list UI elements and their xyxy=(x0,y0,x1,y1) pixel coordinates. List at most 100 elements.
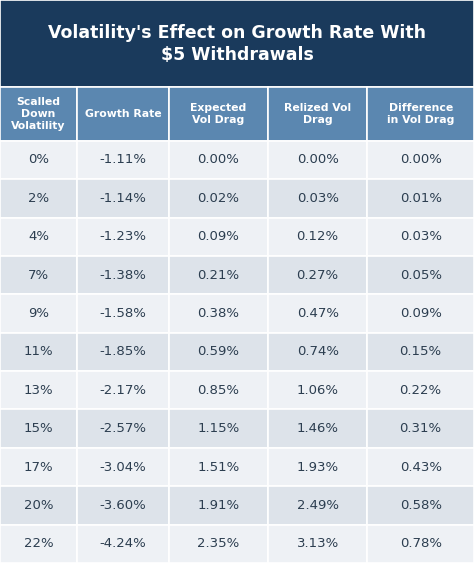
FancyBboxPatch shape xyxy=(169,448,268,486)
FancyBboxPatch shape xyxy=(0,256,77,294)
Text: 0.59%: 0.59% xyxy=(197,345,239,359)
FancyBboxPatch shape xyxy=(268,525,367,563)
FancyBboxPatch shape xyxy=(268,179,367,217)
Text: 3.13%: 3.13% xyxy=(297,537,339,550)
Text: 11%: 11% xyxy=(24,345,53,359)
FancyBboxPatch shape xyxy=(77,217,169,256)
Text: -1.23%: -1.23% xyxy=(100,230,146,243)
FancyBboxPatch shape xyxy=(0,409,77,448)
Text: -1.85%: -1.85% xyxy=(100,345,146,359)
Text: 0.31%: 0.31% xyxy=(400,422,442,435)
FancyBboxPatch shape xyxy=(169,525,268,563)
FancyBboxPatch shape xyxy=(268,486,367,525)
Text: 0.74%: 0.74% xyxy=(297,345,338,359)
FancyBboxPatch shape xyxy=(77,256,169,294)
Text: 1.51%: 1.51% xyxy=(197,461,239,473)
FancyBboxPatch shape xyxy=(367,141,474,179)
Text: 2.49%: 2.49% xyxy=(297,499,338,512)
FancyBboxPatch shape xyxy=(367,448,474,486)
Text: -1.14%: -1.14% xyxy=(100,192,146,205)
Text: 0.02%: 0.02% xyxy=(197,192,239,205)
Text: -2.17%: -2.17% xyxy=(100,384,146,397)
Text: 0.38%: 0.38% xyxy=(197,307,239,320)
FancyBboxPatch shape xyxy=(77,525,169,563)
Text: 0.78%: 0.78% xyxy=(400,537,442,550)
Text: 0.15%: 0.15% xyxy=(400,345,442,359)
FancyBboxPatch shape xyxy=(367,525,474,563)
FancyBboxPatch shape xyxy=(0,333,77,371)
FancyBboxPatch shape xyxy=(0,294,77,333)
FancyBboxPatch shape xyxy=(169,371,268,409)
Text: 2.35%: 2.35% xyxy=(197,537,239,550)
Text: 0.43%: 0.43% xyxy=(400,461,442,473)
FancyBboxPatch shape xyxy=(268,371,367,409)
FancyBboxPatch shape xyxy=(77,333,169,371)
FancyBboxPatch shape xyxy=(268,448,367,486)
FancyBboxPatch shape xyxy=(77,448,169,486)
FancyBboxPatch shape xyxy=(367,371,474,409)
FancyBboxPatch shape xyxy=(367,179,474,217)
FancyBboxPatch shape xyxy=(367,217,474,256)
FancyBboxPatch shape xyxy=(0,448,77,486)
Text: Volatility's Effect on Growth Rate With
$5 Withdrawals: Volatility's Effect on Growth Rate With … xyxy=(48,24,426,64)
Text: 0.00%: 0.00% xyxy=(198,154,239,167)
FancyBboxPatch shape xyxy=(77,409,169,448)
FancyBboxPatch shape xyxy=(268,333,367,371)
Text: 0.85%: 0.85% xyxy=(197,384,239,397)
FancyBboxPatch shape xyxy=(169,333,268,371)
Text: 0%: 0% xyxy=(28,154,49,167)
Text: 0.47%: 0.47% xyxy=(297,307,338,320)
Text: -1.11%: -1.11% xyxy=(100,154,146,167)
Text: 1.93%: 1.93% xyxy=(297,461,339,473)
Text: 17%: 17% xyxy=(24,461,53,473)
FancyBboxPatch shape xyxy=(169,486,268,525)
Text: 0.09%: 0.09% xyxy=(400,307,442,320)
FancyBboxPatch shape xyxy=(77,141,169,179)
Text: 0.58%: 0.58% xyxy=(400,499,442,512)
FancyBboxPatch shape xyxy=(367,486,474,525)
FancyBboxPatch shape xyxy=(268,217,367,256)
FancyBboxPatch shape xyxy=(367,256,474,294)
Text: 0.03%: 0.03% xyxy=(400,230,442,243)
FancyBboxPatch shape xyxy=(169,409,268,448)
Text: 0.03%: 0.03% xyxy=(297,192,338,205)
Text: 0.21%: 0.21% xyxy=(197,269,239,282)
FancyBboxPatch shape xyxy=(0,217,77,256)
Text: 0.09%: 0.09% xyxy=(198,230,239,243)
Text: 0.22%: 0.22% xyxy=(400,384,442,397)
Text: 1.15%: 1.15% xyxy=(197,422,239,435)
Text: 2%: 2% xyxy=(28,192,49,205)
FancyBboxPatch shape xyxy=(77,294,169,333)
FancyBboxPatch shape xyxy=(0,525,77,563)
Text: 20%: 20% xyxy=(24,499,53,512)
Text: -1.58%: -1.58% xyxy=(100,307,146,320)
Text: -1.38%: -1.38% xyxy=(100,269,146,282)
Text: 9%: 9% xyxy=(28,307,49,320)
Text: Difference
in Vol Drag: Difference in Vol Drag xyxy=(387,103,455,125)
Text: -4.24%: -4.24% xyxy=(100,537,146,550)
Text: 0.00%: 0.00% xyxy=(297,154,338,167)
FancyBboxPatch shape xyxy=(0,87,77,141)
FancyBboxPatch shape xyxy=(268,141,367,179)
FancyBboxPatch shape xyxy=(77,371,169,409)
FancyBboxPatch shape xyxy=(169,294,268,333)
FancyBboxPatch shape xyxy=(169,256,268,294)
Text: Relized Vol
Drag: Relized Vol Drag xyxy=(284,103,351,125)
FancyBboxPatch shape xyxy=(77,87,169,141)
Text: 0.05%: 0.05% xyxy=(400,269,442,282)
FancyBboxPatch shape xyxy=(367,333,474,371)
FancyBboxPatch shape xyxy=(169,141,268,179)
Text: -3.60%: -3.60% xyxy=(100,499,146,512)
FancyBboxPatch shape xyxy=(169,87,268,141)
FancyBboxPatch shape xyxy=(0,371,77,409)
FancyBboxPatch shape xyxy=(169,217,268,256)
FancyBboxPatch shape xyxy=(77,179,169,217)
FancyBboxPatch shape xyxy=(0,141,77,179)
FancyBboxPatch shape xyxy=(268,294,367,333)
FancyBboxPatch shape xyxy=(268,256,367,294)
Text: Expected
Vol Drag: Expected Vol Drag xyxy=(190,103,246,125)
FancyBboxPatch shape xyxy=(367,87,474,141)
Text: 7%: 7% xyxy=(28,269,49,282)
FancyBboxPatch shape xyxy=(169,179,268,217)
Text: 22%: 22% xyxy=(24,537,53,550)
